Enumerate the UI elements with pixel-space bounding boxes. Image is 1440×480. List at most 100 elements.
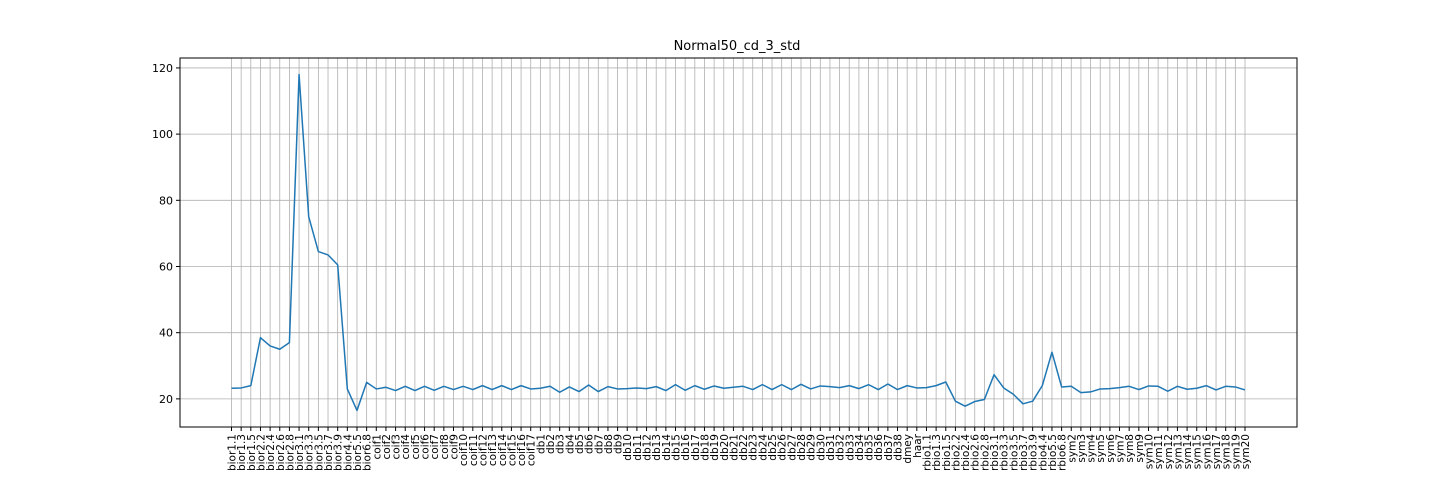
- x-tick-label: db26: [777, 434, 789, 461]
- x-tick-label: sym15: [1192, 434, 1204, 469]
- x-tick-label: rbio2.8: [979, 434, 991, 471]
- x-tick-label: db15: [671, 434, 683, 461]
- x-tick-label: rbio1.1: [921, 434, 933, 471]
- x-tick-label: coif10: [458, 434, 470, 466]
- x-tick-label: bior4.4: [342, 434, 354, 471]
- y-tick-label: 120: [152, 62, 173, 75]
- x-tick-label: rbio3.7: [1018, 434, 1030, 471]
- x-tick-label: sym14: [1182, 434, 1194, 470]
- x-tick-label: bior2.6: [275, 434, 287, 471]
- x-tick-label: db37: [883, 434, 895, 461]
- x-tick-label: rbio3.9: [1028, 434, 1040, 471]
- x-tick-label: rbio3.5: [1008, 434, 1020, 471]
- x-tick-label: rbio6.8: [1057, 434, 1069, 471]
- x-tick-label: db34: [854, 434, 866, 461]
- x-tick-label: bior1.3: [236, 434, 248, 471]
- x-tick-label: coif2: [381, 434, 393, 460]
- x-tick-label: sym4: [1086, 434, 1098, 463]
- x-tick-label: db9: [613, 434, 625, 454]
- x-tick-label: rbio3.3: [999, 434, 1011, 471]
- x-tick-label: sym2: [1066, 434, 1078, 463]
- x-tick-label: sym12: [1163, 434, 1175, 469]
- x-tick-label: db18: [699, 434, 711, 461]
- x-tick-label: db2: [545, 434, 557, 454]
- x-tick-label: db20: [719, 434, 731, 461]
- x-tick-label: sym5: [1095, 434, 1107, 463]
- x-tick-label: db4: [564, 434, 576, 454]
- x-tick-label: coif9: [449, 434, 461, 460]
- x-tick-label: db22: [738, 434, 750, 461]
- x-tick-label: bior1.5: [246, 434, 258, 471]
- x-tick-label: db23: [748, 434, 760, 461]
- x-tick-label: bior3.9: [333, 434, 345, 471]
- x-tick-label: db5: [574, 434, 586, 454]
- x-tick-label: bior1.1: [227, 434, 239, 471]
- x-tick-label: coif11: [468, 434, 480, 466]
- x-tick-label: sym3: [1076, 434, 1088, 463]
- x-tick-label: db7: [593, 434, 605, 454]
- x-tick-label: db25: [767, 434, 779, 461]
- grid-lines: [180, 58, 1297, 427]
- x-tick-label: sym9: [1134, 434, 1146, 463]
- x-tick-label: coif4: [400, 434, 412, 460]
- x-tick-label: sym8: [1124, 434, 1136, 463]
- x-tick-label: db32: [835, 434, 847, 461]
- x-tick-label: rbio1.5: [941, 434, 953, 471]
- x-tick-label: rbio2.4: [960, 434, 972, 471]
- x-tick-label: db10: [622, 434, 634, 461]
- plot-series: [231, 73, 1246, 412]
- x-tick-label: db21: [728, 434, 740, 461]
- x-tick-label: db19: [709, 434, 721, 461]
- x-tick-label: db8: [603, 434, 615, 454]
- x-tick-label: rbio4.4: [1037, 434, 1049, 471]
- x-tick-label: db38: [893, 434, 905, 461]
- x-tick-label: db29: [806, 434, 818, 461]
- y-tick-label: 100: [152, 128, 173, 141]
- x-tick-label: bior2.4: [265, 434, 277, 471]
- y-tick-label: 20: [159, 393, 173, 406]
- x-tick-label: sym19: [1230, 434, 1242, 469]
- x-tick-label: rbio2.2: [950, 434, 962, 471]
- x-tick-label: sym20: [1240, 434, 1252, 469]
- x-tick-label: coif3: [391, 434, 403, 460]
- x-tick-label: coif8: [439, 434, 451, 460]
- x-tick-label: rbio1.3: [931, 434, 943, 471]
- x-tick-label: sym17: [1211, 434, 1223, 469]
- x-tick-label: coif14: [497, 434, 509, 466]
- x-tick-label: db13: [651, 434, 663, 461]
- x-tick-label: db11: [632, 434, 644, 461]
- x-tick-label: db36: [873, 434, 885, 461]
- x-tick-label: bior3.5: [313, 434, 325, 471]
- x-tick-label: coif13: [487, 434, 499, 466]
- x-tick-label: coif15: [506, 434, 518, 466]
- x-tick-label: db24: [757, 434, 769, 461]
- x-tick-label: rbio5.5: [1047, 434, 1059, 471]
- x-tick-label: bior3.3: [304, 434, 316, 471]
- x-tick-label: sym18: [1221, 434, 1233, 469]
- x-tick-label: sym11: [1153, 434, 1165, 469]
- x-tick-label: haar: [912, 433, 924, 458]
- y-axis: 20 40 60 80 100 120: [152, 62, 180, 406]
- x-tick-label: coif16: [516, 434, 528, 466]
- x-tick-label: coif17: [526, 434, 538, 466]
- plot-frame: [179, 57, 1298, 428]
- x-tick-label: coif5: [410, 434, 422, 460]
- x-tick-label: sym7: [1115, 434, 1127, 463]
- x-tick-label: db1: [535, 434, 547, 454]
- y-tick-label: 80: [159, 194, 173, 207]
- x-tick-label: sym6: [1105, 434, 1117, 463]
- x-tick-label: db16: [680, 434, 692, 461]
- x-tick-label: sym16: [1201, 434, 1213, 470]
- series-line: [231, 73, 1246, 412]
- x-tick-label: db28: [796, 434, 808, 461]
- x-tick-label: bior3.7: [323, 434, 335, 471]
- x-tick-label: coif1: [371, 434, 383, 460]
- x-tick-label: coif12: [477, 434, 489, 466]
- x-tick-label: bior5.5: [352, 434, 364, 471]
- chart-title: Normal50_cd_3_std: [674, 39, 801, 54]
- x-axis: bior1.1bior1.3bior1.5bior2.2bior2.4bior2…: [227, 427, 1252, 471]
- x-tick-label: coif6: [420, 434, 432, 460]
- y-tick-label: 40: [159, 327, 173, 340]
- x-tick-label: sym13: [1172, 434, 1184, 469]
